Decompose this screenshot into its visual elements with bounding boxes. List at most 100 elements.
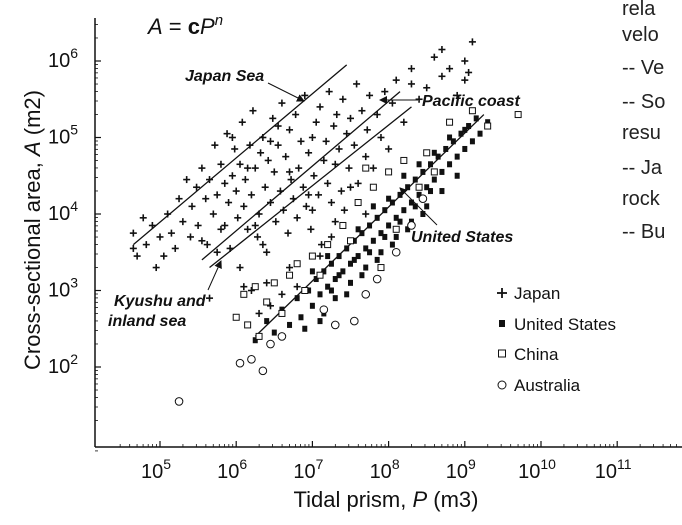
point-japan [299, 183, 307, 191]
point-japan [152, 264, 160, 272]
point-japan [325, 88, 333, 96]
point-japan [293, 214, 301, 222]
point-united-states [294, 295, 300, 302]
point-china [339, 221, 347, 229]
point-japan [167, 229, 175, 237]
annotation-kyushu-line2: inland sea [108, 313, 186, 330]
point-united-states [332, 276, 338, 283]
legend-marker-australia [497, 380, 507, 390]
point-united-states [412, 176, 418, 183]
point-japan [259, 241, 267, 249]
point-australia [391, 247, 401, 257]
point-japan [362, 153, 370, 161]
point-united-states [355, 226, 361, 233]
point-japan [213, 248, 221, 256]
point-china [423, 149, 431, 157]
point-japan [293, 283, 301, 291]
point-united-states [336, 253, 342, 260]
point-japan [350, 141, 358, 149]
point-china [240, 290, 248, 298]
point-united-states [428, 188, 434, 195]
side-text-line-7: rock [622, 188, 660, 210]
legend-label-united-states: United States [514, 315, 616, 334]
point-japan [385, 145, 393, 153]
side-text-line-3: -- Ve [622, 57, 665, 79]
point-united-states [401, 207, 407, 214]
point-australia [407, 221, 416, 230]
point-japan [202, 195, 210, 203]
point-australia [330, 320, 340, 330]
point-japan [236, 264, 244, 272]
point-japan [223, 130, 231, 138]
point-japan [278, 290, 286, 298]
point-united-states [397, 191, 403, 198]
point-japan [340, 206, 348, 214]
y-axis-label: Cross-sectional area, A (m2) [20, 90, 45, 370]
legend-marker-united-states [499, 320, 505, 327]
point-japan [221, 179, 229, 187]
point-china [377, 264, 385, 272]
point-japan [292, 111, 300, 119]
point-united-states [378, 230, 384, 237]
y-axis-label-symbol: A [20, 141, 45, 158]
point-japan [446, 65, 454, 73]
point-united-states [348, 260, 353, 267]
point-japan [307, 225, 315, 233]
point-united-states [348, 279, 353, 286]
point-united-states [386, 222, 392, 229]
point-united-states [393, 214, 399, 221]
point-japan [366, 91, 374, 99]
point-japan [238, 118, 246, 126]
point-japan [269, 114, 277, 122]
point-japan [188, 202, 196, 210]
x-tick-label: 106 [217, 456, 247, 483]
point-united-states [443, 145, 449, 152]
point-japan [461, 76, 469, 84]
point-japan [259, 134, 267, 141]
annotation-arrow-kyushu [207, 260, 222, 291]
point-united-states [351, 256, 357, 263]
point-japan [339, 95, 347, 103]
point-japan [302, 202, 310, 210]
point-united-states [378, 249, 384, 256]
point-united-states [431, 149, 437, 156]
point-japan [251, 221, 259, 229]
x-axis-label: Tidal prism, P (m3) [294, 487, 479, 512]
point-japan [381, 88, 389, 96]
point-united-states [466, 123, 472, 130]
point-japan [286, 168, 294, 176]
point-united-states [389, 241, 395, 248]
point-japan [244, 164, 252, 172]
point-united-states [325, 283, 331, 290]
point-japan [392, 76, 400, 84]
point-united-states [416, 191, 422, 198]
point-japan [255, 210, 263, 218]
point-united-states [447, 161, 453, 168]
point-japan [337, 187, 345, 195]
point-united-states [439, 168, 445, 175]
point-united-states [279, 306, 285, 313]
point-united-states [340, 268, 346, 275]
point-china [514, 111, 522, 119]
point-japan [270, 168, 278, 176]
point-united-states [424, 184, 430, 191]
point-japan [232, 187, 240, 195]
point-japan [240, 283, 248, 291]
side-text-line-8: -- Bu [622, 221, 666, 243]
point-china [392, 225, 400, 233]
point-australia [247, 355, 256, 364]
point-japan [261, 183, 269, 191]
point-china [430, 168, 438, 176]
point-japan [236, 160, 244, 168]
point-japan [316, 103, 324, 111]
point-united-states [363, 264, 369, 271]
point-japan [305, 191, 313, 199]
point-united-states [431, 176, 437, 183]
point-australia [235, 358, 245, 368]
point-japan [377, 134, 385, 141]
point-united-states [447, 134, 453, 141]
point-china [484, 122, 492, 130]
point-japan [156, 233, 164, 241]
point-japan [186, 233, 194, 241]
point-united-states [469, 138, 475, 145]
